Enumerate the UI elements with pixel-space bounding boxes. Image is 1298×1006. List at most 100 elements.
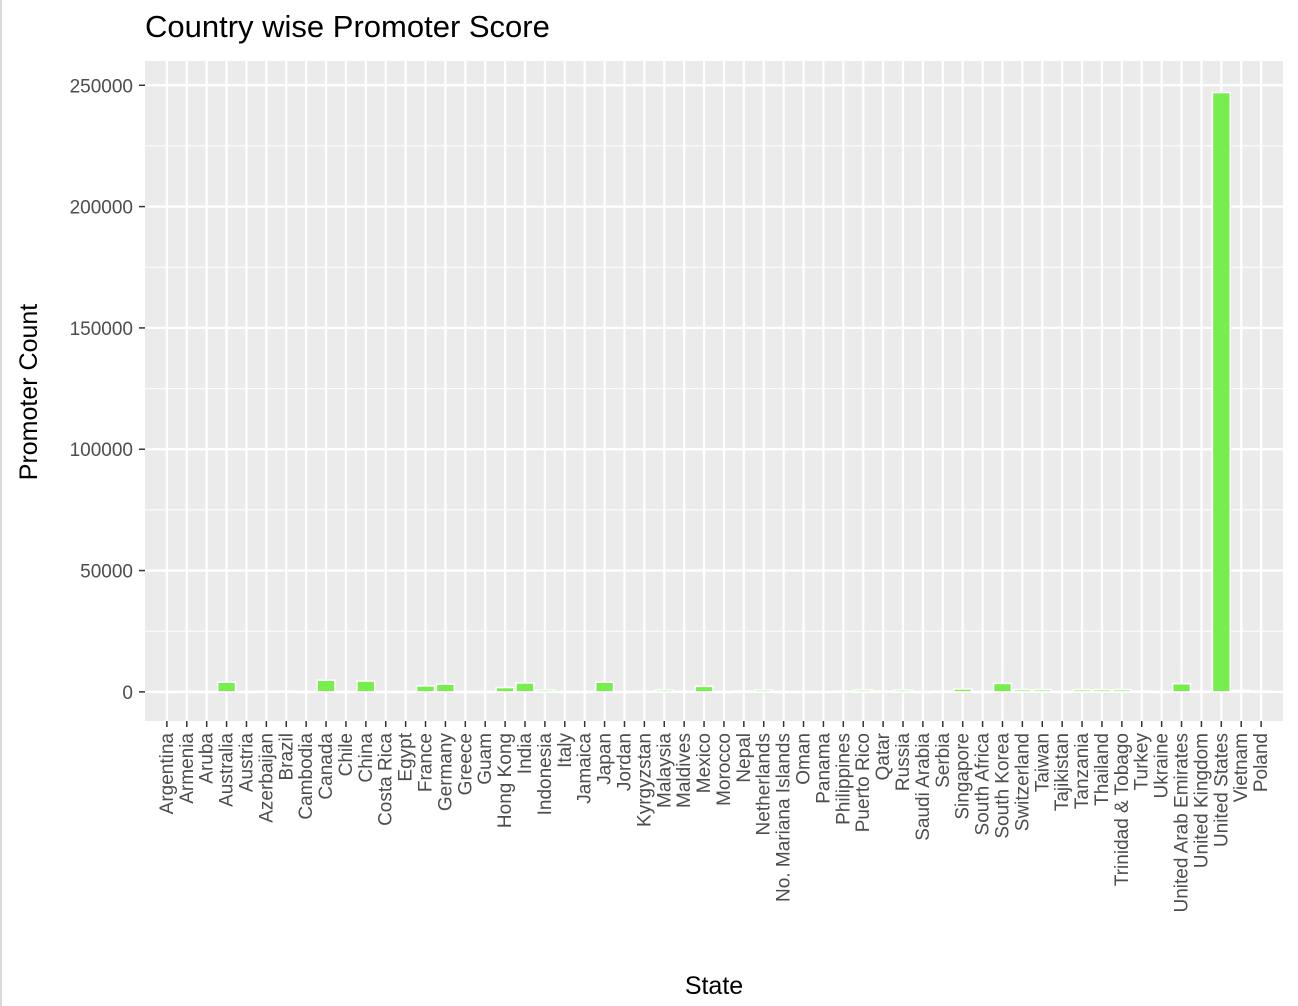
bar: [196, 691, 217, 694]
x-tick-label: Switzerland: [1012, 733, 1033, 831]
x-tick-label: United States: [1211, 733, 1232, 847]
bar: [356, 680, 376, 693]
bar: [1251, 690, 1271, 693]
bar: [375, 691, 396, 694]
x-tick-label: Nepal: [734, 733, 755, 783]
bar: [614, 691, 635, 694]
bar: [1211, 91, 1232, 693]
x-tick-label: Tanzania: [1072, 733, 1093, 809]
x-tick-label: Armenia: [177, 733, 198, 804]
x-tick-label: Russia: [893, 733, 914, 792]
y-tick-label: 150000: [70, 319, 133, 340]
frame-border: [0, 0, 2, 1006]
x-tick-label: Greece: [455, 733, 476, 795]
bar: [913, 691, 933, 694]
bar: [1191, 690, 1212, 693]
x-tick-label: Chile: [336, 733, 357, 776]
bar: [694, 685, 714, 693]
bar: [296, 691, 316, 694]
x-tick-label: Trinidad & Tobago: [1112, 733, 1133, 886]
bar: [1052, 691, 1072, 694]
x-tick-label: Maldives: [674, 733, 695, 808]
x-tick-label: Guam: [475, 733, 496, 785]
x-tick-label: Aruba: [197, 733, 218, 784]
bar: [714, 691, 734, 694]
bars: [157, 91, 1271, 694]
bar: [634, 690, 655, 693]
bar: [1131, 690, 1152, 693]
bar: [276, 690, 297, 693]
x-tick-label: Qatar: [873, 732, 894, 780]
bar: [1092, 688, 1112, 693]
x-tick-label: China: [356, 733, 377, 783]
bar: [455, 691, 476, 694]
minor-gridlines: [145, 145, 1283, 632]
x-tick-label: Argentina: [157, 733, 178, 815]
bar: [1072, 688, 1092, 693]
x-tick-label: Ukraine: [1152, 733, 1173, 798]
y-axis-ticks: 0 50000 100000 150000 200000 250000: [70, 76, 145, 704]
bar: [594, 681, 615, 693]
y-tick-label: 250000: [70, 76, 133, 97]
bar: [157, 691, 177, 694]
x-tick-label: Thailand: [1092, 733, 1113, 806]
x-tick-label: Mexico: [694, 733, 715, 793]
bar: [395, 691, 416, 694]
x-tick-label: Oman: [794, 733, 815, 785]
bar: [833, 690, 854, 693]
x-tick-label: Poland: [1251, 733, 1272, 792]
bar: [1171, 682, 1192, 693]
x-tick-label: Australia: [217, 733, 238, 807]
x-axis-title: State: [685, 972, 743, 1000]
y-tick-label: 100000: [70, 440, 133, 461]
x-tick-label: Austria: [236, 733, 257, 793]
bar: [793, 691, 814, 694]
bar: [952, 688, 973, 693]
bar: [336, 691, 356, 694]
y-tick-label: 0: [122, 683, 133, 704]
bar: [415, 685, 436, 693]
x-tick-label: Serbia: [933, 733, 954, 788]
plot-panel: [145, 61, 1283, 721]
bar: [813, 691, 834, 694]
bar: [236, 691, 257, 694]
x-tick-label: Netherlands: [754, 733, 775, 835]
x-tick-label: Canada: [316, 733, 337, 800]
bar: [515, 682, 535, 693]
y-axis-title: Promoter Count: [15, 304, 43, 481]
x-tick-label: Vietnam: [1231, 733, 1252, 802]
bar: [1151, 691, 1172, 694]
x-tick-label: Tajikistan: [1052, 733, 1073, 811]
x-tick-label: Japan: [595, 733, 616, 785]
x-tick-label: Hong Kong: [495, 733, 516, 828]
bar: [734, 690, 754, 693]
bar: [992, 682, 1013, 693]
x-tick-label: Puerto Rico: [853, 733, 874, 832]
x-tick-label: Kyrgyzstan: [634, 733, 655, 827]
x-tick-label: Germany: [435, 733, 456, 812]
x-tick-label: Taiwan: [1032, 733, 1053, 792]
x-tick-label: South Korea: [992, 733, 1013, 839]
bar: [1032, 688, 1053, 693]
bar: [256, 690, 277, 693]
bar: [893, 689, 913, 693]
bar: [753, 689, 774, 693]
bar: [1112, 688, 1132, 693]
x-tick-label: India: [515, 733, 536, 775]
x-tick-label: Jamaica: [575, 733, 596, 804]
x-tick-label: Costa Rica: [376, 733, 397, 826]
x-tick-label: Azerbaijan: [256, 733, 277, 823]
x-tick-label: Philippines: [833, 733, 854, 825]
bar: [873, 690, 893, 693]
bar: [475, 691, 495, 694]
x-axis-ticks: ArgentinaArmeniaArubaAustraliaAustriaAze…: [157, 721, 1272, 913]
x-tick-label: France: [416, 733, 437, 792]
bar: [216, 681, 237, 693]
x-tick-label: Panama: [813, 733, 834, 804]
x-tick-label: Morocco: [714, 733, 735, 806]
x-tick-label: United Arab Emirates: [1172, 733, 1193, 913]
x-tick-label: Saudi Arabia: [913, 733, 934, 841]
x-tick-label: Egypt: [396, 732, 417, 781]
bar: [495, 686, 515, 693]
